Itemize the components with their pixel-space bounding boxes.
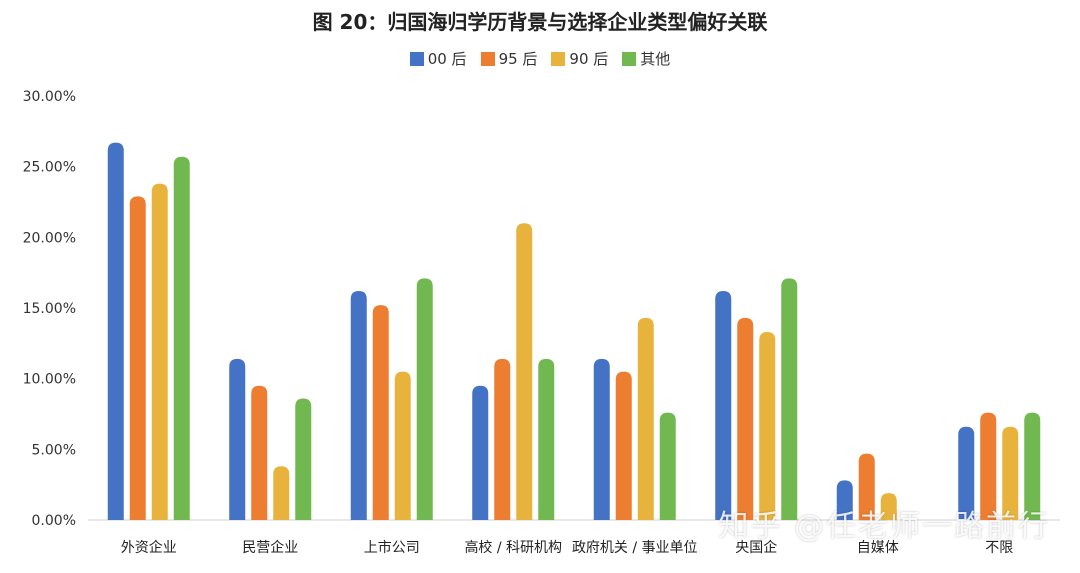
bar-3-2	[416, 278, 433, 520]
legend-item-other: 其他	[622, 48, 670, 69]
bar-3-1	[295, 398, 312, 520]
bar-1-6	[858, 453, 875, 520]
legend-label-00: 00 后	[427, 50, 467, 68]
bar-1-3	[494, 358, 511, 520]
legend-swatch-95	[480, 51, 495, 66]
bar-1-4	[615, 371, 632, 520]
bar-3-7	[1024, 412, 1041, 520]
x-category-label: 自媒体	[857, 540, 899, 556]
y-tick-label: 5.00%	[32, 442, 76, 458]
bar-2-2	[394, 371, 411, 520]
bar-0-6	[836, 480, 853, 520]
y-tick-label: 25.00%	[23, 160, 76, 176]
bar-2-5	[759, 332, 776, 520]
bar-2-6	[880, 493, 897, 520]
bar-3-4	[659, 412, 676, 520]
bar-2-3	[516, 223, 533, 520]
watermark: 知乎 @任老师一路前行	[718, 509, 1050, 544]
x-category-label: 央国企	[735, 539, 777, 556]
legend-swatch-90	[551, 51, 566, 66]
bar-0-3	[472, 385, 489, 520]
y-tick-label: 15.00%	[23, 301, 76, 317]
bar-1-1	[251, 385, 268, 520]
x-category-label: 高校 / 科研机构	[464, 539, 562, 556]
bar-3-5	[781, 278, 798, 520]
legend-swatch-00	[409, 51, 424, 66]
chart-title: 图 20：归国海归学历背景与选择企业类型偏好关联	[312, 10, 768, 34]
bar-0-5	[715, 291, 732, 520]
legend-swatch-other	[622, 51, 637, 66]
bar-1-5	[737, 317, 754, 520]
bar-3-0	[173, 156, 190, 521]
x-category-label: 不限	[985, 540, 1013, 556]
bar-2-7	[1002, 426, 1019, 520]
x-category-label: 外资企业	[121, 539, 177, 556]
bar-3-3	[538, 358, 555, 520]
bar-0-1	[229, 358, 246, 520]
bar-2-1	[273, 466, 290, 520]
x-category-label: 民营企业	[242, 539, 298, 556]
bar-0-0	[107, 142, 124, 520]
y-tick-label: 0.00%	[32, 513, 76, 529]
chart-legend: 00 后 95 后 90 后 其他	[0, 48, 1080, 69]
bar-0-4	[593, 358, 610, 520]
x-category-label: 上市公司	[364, 539, 420, 556]
y-tick-label: 20.00%	[23, 230, 76, 246]
legend-label-90: 90 后	[569, 50, 609, 68]
legend-label-other: 其他	[640, 50, 671, 68]
bar-1-7	[980, 412, 997, 520]
bar-1-2	[372, 305, 389, 520]
bar-2-4	[637, 317, 654, 520]
legend-label-95: 95 后	[498, 50, 538, 68]
legend-item-90: 90 后	[551, 48, 608, 69]
bar-0-7	[958, 426, 975, 520]
y-tick-label: 30.00%	[23, 89, 76, 105]
bar-1-0	[129, 196, 146, 520]
x-category-label: 政府机关 / 事业单位	[572, 540, 698, 556]
bar-0-2	[350, 291, 367, 520]
bar-2-0	[151, 183, 168, 521]
legend-item-95: 95 后	[480, 48, 538, 69]
y-tick-label: 10.00%	[23, 372, 76, 388]
legend-item-00: 00 后	[409, 48, 467, 69]
